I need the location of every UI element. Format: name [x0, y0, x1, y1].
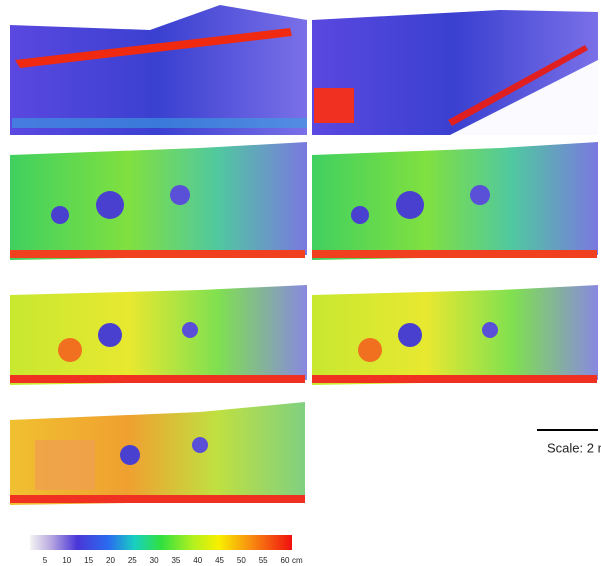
colorbar-tick-label: 15 [84, 556, 93, 565]
panel-3 [10, 142, 307, 260]
colorbar-tick-label: 10 [62, 556, 71, 565]
colorbar-tick-label: 45 [215, 556, 224, 565]
colorbar-tick-label: 40 [193, 556, 202, 565]
colorbar-tick-label: 5 [43, 556, 48, 565]
panel-2 [312, 10, 598, 135]
panel-6 [312, 285, 598, 385]
colorbar-tick-label: 55 [259, 556, 268, 565]
colorbar-tick-label: 50 [237, 556, 246, 565]
scale-label: Scale: 2 m [547, 440, 601, 455]
colorbar-tick-label: 25 [128, 556, 137, 565]
panel-7 [10, 402, 305, 505]
colorbar [30, 535, 292, 550]
colorbar-tick-label: 35 [171, 556, 180, 565]
colorbar-tick-label: 20 [106, 556, 115, 565]
colorbar-unit: cm [292, 556, 303, 565]
colorbar-tick-label: 30 [150, 556, 159, 565]
panel-4 [312, 142, 598, 260]
figure: Scale: 2 m 5 10 15 20 25 30 35 40 45 50 55 60cm [0, 0, 601, 566]
panel-1 [10, 5, 307, 135]
colorbar-tick-label: 60 [281, 556, 290, 565]
panel-5 [10, 285, 307, 385]
